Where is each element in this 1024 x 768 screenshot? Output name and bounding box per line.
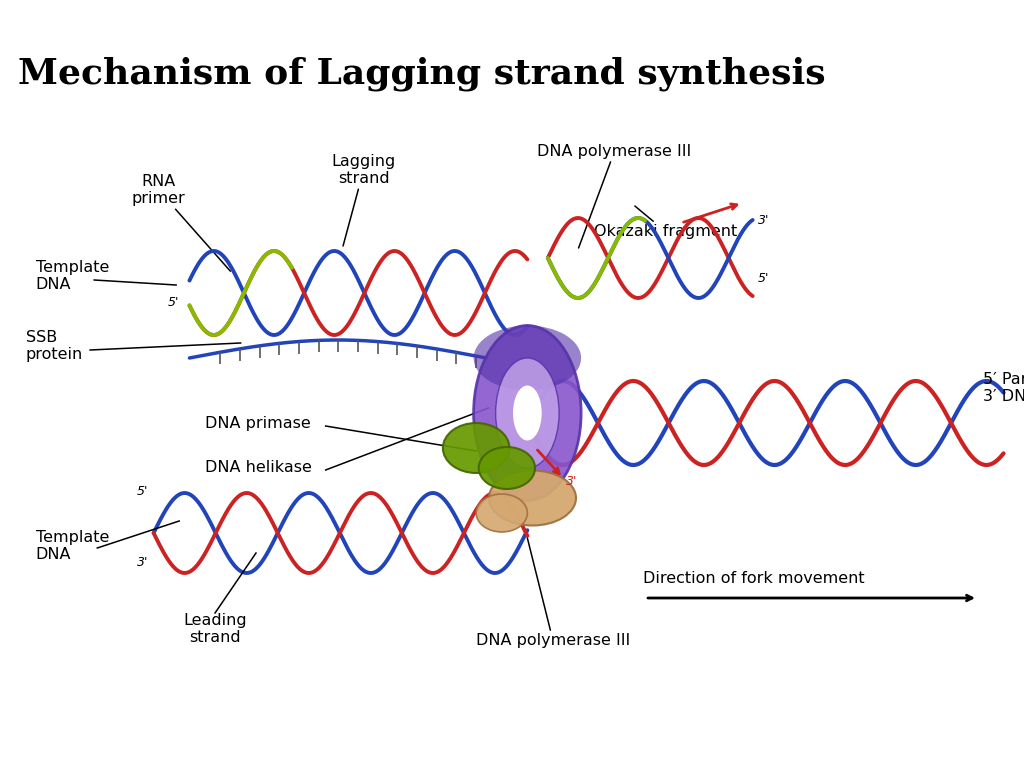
Ellipse shape xyxy=(479,447,536,489)
Ellipse shape xyxy=(489,471,575,525)
Ellipse shape xyxy=(513,386,542,441)
Text: 5': 5' xyxy=(137,485,148,498)
Ellipse shape xyxy=(473,326,582,501)
Text: 3': 3' xyxy=(137,556,148,569)
Text: Okazaki fragment: Okazaki fragment xyxy=(594,206,737,239)
Ellipse shape xyxy=(473,326,582,390)
Ellipse shape xyxy=(476,494,527,532)
Ellipse shape xyxy=(496,358,559,468)
Text: 3': 3' xyxy=(566,475,578,488)
Text: Lagging
strand: Lagging strand xyxy=(332,154,395,246)
Text: Template
DNA: Template DNA xyxy=(36,530,110,562)
Ellipse shape xyxy=(443,423,510,473)
Text: 5': 5' xyxy=(758,272,769,285)
Text: DNA helikase: DNA helikase xyxy=(205,460,311,475)
Text: SSB
protein: SSB protein xyxy=(26,330,83,362)
Text: DNA primase: DNA primase xyxy=(205,416,310,431)
Text: Mechanism of Lagging strand synthesis: Mechanism of Lagging strand synthesis xyxy=(18,57,826,91)
Text: Leading
strand: Leading strand xyxy=(183,613,247,645)
Text: Direction of fork movement: Direction of fork movement xyxy=(643,571,864,586)
Text: 5': 5' xyxy=(168,296,179,310)
Text: RNA
primer: RNA primer xyxy=(132,174,230,271)
Text: DNA polymerase III: DNA polymerase III xyxy=(476,538,630,648)
Text: 3': 3' xyxy=(758,214,769,227)
Text: DNA polymerase III: DNA polymerase III xyxy=(538,144,691,248)
Text: 5′ Parental
3′ DNA: 5′ Parental 3′ DNA xyxy=(983,372,1024,404)
Text: Template
DNA: Template DNA xyxy=(36,260,110,293)
